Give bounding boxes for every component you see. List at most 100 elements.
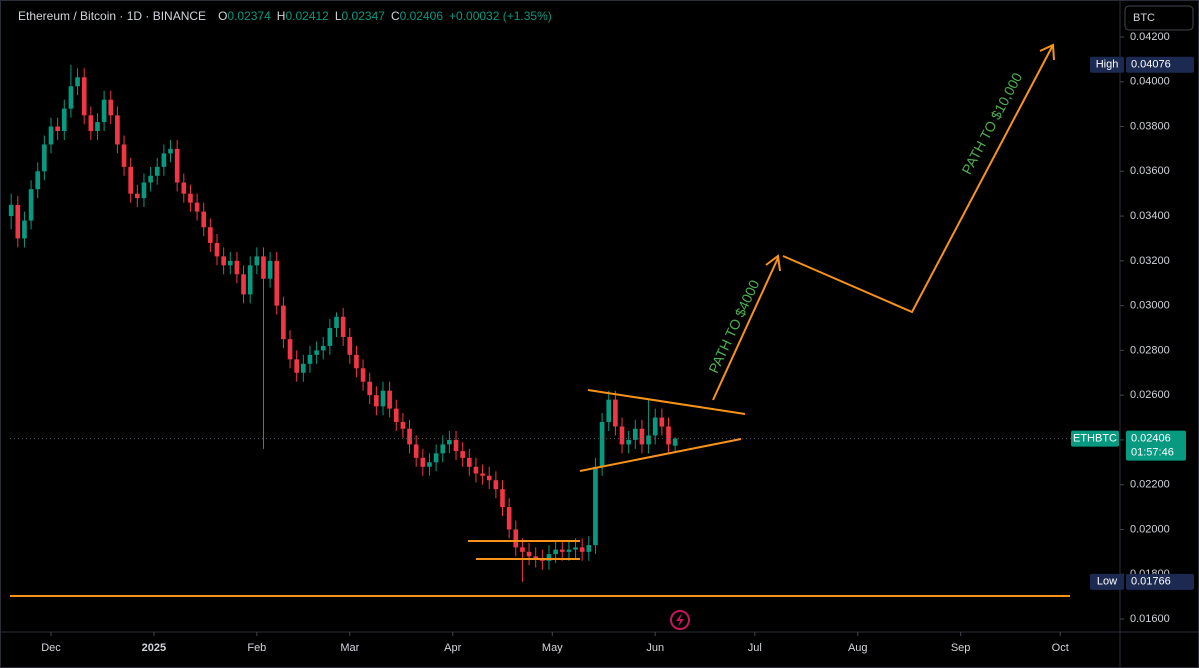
symbol-box	[1071, 430, 1119, 447]
candle-body	[506, 507, 512, 530]
candle-body	[327, 328, 333, 346]
last-price-label: 0.02406	[1131, 432, 1171, 444]
candle-body	[300, 363, 306, 373]
candle-body	[347, 336, 353, 355]
candle-body	[334, 316, 339, 328]
candle-body	[88, 115, 94, 132]
candle-body	[619, 426, 625, 445]
x-tick-label: Feb	[247, 642, 266, 654]
y-tick-label: 0.03600	[1130, 165, 1170, 177]
candle-body	[234, 260, 240, 275]
x-tick-label: Dec	[41, 642, 61, 654]
candle-body	[486, 475, 492, 481]
candle-body	[466, 457, 472, 467]
candle-body	[201, 211, 207, 228]
ohlc-letter: C	[391, 9, 400, 23]
change: +0.00032 (+1.35%)	[449, 9, 552, 23]
x-tick-label: 2025	[142, 642, 166, 654]
candle-body	[221, 256, 226, 266]
candle-body	[646, 435, 651, 445]
ohlc-value: 0.02374	[227, 9, 271, 23]
candle-body	[8, 204, 14, 217]
triangle-upper	[587, 389, 746, 415]
icon-ring	[670, 610, 690, 630]
candle-body	[168, 148, 173, 154]
candle-body	[55, 126, 60, 132]
candle-body	[161, 153, 167, 167]
candle-body	[400, 422, 406, 429]
candle-body	[613, 399, 618, 427]
header-title: Ethereum / Bitcoin · 1D · BINANCE	[18, 9, 206, 23]
y-tick-label: 0.02600	[1130, 389, 1170, 401]
candle-body	[559, 549, 565, 552]
candle-body	[148, 175, 153, 183]
y-tick-label: 0.03200	[1130, 255, 1170, 267]
y-tick-label: 0.04000	[1130, 76, 1170, 88]
candle-body	[453, 439, 459, 452]
candle-body	[513, 529, 519, 548]
arrow-path	[712, 257, 779, 401]
candle-body	[320, 345, 326, 351]
marker-value: 0.01766	[1131, 576, 1171, 588]
candle-body	[208, 227, 213, 243]
candle-body	[141, 182, 147, 199]
marker-box	[1126, 573, 1194, 590]
candle-body	[194, 202, 200, 212]
candle-body	[48, 126, 54, 145]
candle-body	[579, 547, 585, 552]
candle-body	[68, 86, 74, 109]
x-tick-label: Sep	[951, 642, 971, 654]
candle-body	[473, 466, 479, 474]
x-tick-label: Apr	[444, 642, 461, 654]
arrow-head	[1039, 43, 1055, 61]
candle-body	[526, 551, 532, 557]
last-price-box	[1126, 430, 1186, 461]
candle-body	[553, 549, 558, 555]
candle-body	[108, 99, 114, 116]
candle-body	[121, 144, 127, 167]
currency-button[interactable]	[1124, 5, 1194, 31]
icon-bolt	[676, 613, 684, 627]
ohlc-value: 0.02347	[342, 9, 386, 23]
candle-body	[247, 265, 253, 295]
ohlc-letter: O	[218, 9, 227, 23]
arrow-head	[765, 254, 781, 272]
candle-body	[427, 462, 432, 467]
candle-body	[254, 256, 260, 266]
candle-body	[154, 166, 160, 176]
marker-label: Low	[1097, 576, 1117, 588]
candle-body	[61, 108, 67, 132]
x-tick-label: May	[542, 642, 563, 654]
candle-body	[666, 426, 671, 445]
candle-body	[387, 390, 392, 409]
ohlc-value: 0.02406	[400, 9, 444, 23]
symbol-label: ETHBTC	[1073, 432, 1117, 444]
candle-body	[340, 316, 346, 337]
y-tick-label: 0.03000	[1130, 300, 1170, 312]
marker-value: 0.04076	[1131, 59, 1171, 71]
ohlc-value: 0.02412	[285, 9, 329, 23]
ohlc-letter: L	[335, 9, 342, 23]
candle-body	[566, 549, 572, 552]
y-tick-label: 0.01600	[1130, 613, 1170, 625]
triangle-lower	[579, 438, 742, 472]
arrow-path	[782, 44, 1054, 314]
candle-body	[81, 77, 87, 116]
candle-body	[360, 368, 366, 382]
candle-body	[22, 220, 27, 239]
candle-body	[28, 189, 34, 221]
candle-body	[626, 439, 631, 445]
ohlc-letter: H	[277, 9, 286, 23]
candle-body	[460, 451, 465, 458]
currency-label[interactable]: BTC	[1133, 12, 1155, 24]
candle-body	[15, 204, 21, 239]
x-tick-label: Mar	[340, 642, 359, 654]
logo-icon	[670, 610, 690, 630]
candle-body	[174, 148, 180, 183]
candle-body	[440, 444, 446, 454]
candle-body	[520, 547, 525, 552]
candle-body	[380, 390, 386, 407]
